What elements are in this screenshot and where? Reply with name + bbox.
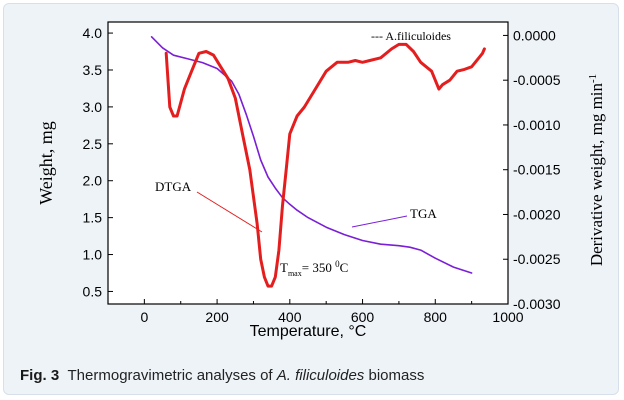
y-left-tick-label: 2.5 [83,136,103,152]
y-right-tick-label: -0.0015 [513,162,561,178]
x-tick-label: 0 [140,309,148,325]
y-left-ticks: 0.5 1.0 1.5 2.0 2.5 3.0 3.5 4.0 [83,25,113,299]
caption-text-before: Thermogravimetric analyses of [67,367,277,384]
tmax-t: T [280,260,288,275]
y-left-tick-label: 1.5 [83,210,103,226]
series-line-dtga [164,42,486,288]
tga-annotation: TGA [410,206,437,221]
y-right-tick-label: -0.0005 [513,72,561,88]
x-tick-label: 1000 [492,309,523,325]
y-right-ticks: -0.0030 -0.0025 -0.0020 -0.0015 -0.0010 -0.00… [503,27,561,312]
caption-label: Fig. 3 [20,367,60,384]
y-right-axis-label-text: Derivative weight, mg min [587,82,606,266]
figure-caption: Fig. 3 Thermogravimetric analyses of A. … [20,367,424,384]
tmax-unit: C [340,260,349,275]
dtga-leader-line [196,191,263,233]
y-right-tick-label: 0.0000 [513,27,556,43]
dtga-annotation: DTGA [155,179,192,194]
caption-text-after: biomass [364,367,425,384]
x-tick-label: 200 [205,309,229,325]
y-right-tick-label: -0.0025 [513,251,561,267]
x-tick-label: 800 [424,309,448,325]
y-right-tick-label: -0.0010 [513,117,561,133]
y-left-tick-label: 3.5 [83,62,103,78]
x-ticks: 0 200 400 600 800 1000 [107,299,524,325]
x-tick-label: 600 [351,309,375,325]
caption-text-italic: A. filiculoides [276,367,365,384]
tmax-eq: = 350 [302,260,335,275]
x-axis-label: Temperature, °C [250,323,367,340]
legend-text: --- A.filiculoides [371,29,451,43]
tmax-annotation: Tmax= 350 0C [280,259,348,278]
y-right-axis-label: Derivative weight, mg min-1 [587,74,606,266]
y-right-tick-label: -0.0020 [513,206,561,222]
tmax-sup: 0 [335,259,340,269]
y-right-axis-label-sup: -1 [587,74,599,83]
tmax-sub: max [288,269,302,278]
y-left-axis-label: Weight, mg [36,121,56,205]
y-left-tick-label: 4.0 [83,25,103,41]
y-left-tick-label: 2.0 [83,173,103,189]
plot-area [107,21,509,305]
y-right-tick-label: -0.0030 [513,296,561,312]
y-left-tick-label: 0.5 [83,283,103,299]
y-left-tick-label: 3.0 [83,99,103,115]
series-layer [150,36,486,288]
tga-leader-line [351,215,408,228]
x-tick-label: 400 [278,309,302,325]
y-left-tick-label: 1.0 [83,247,103,263]
